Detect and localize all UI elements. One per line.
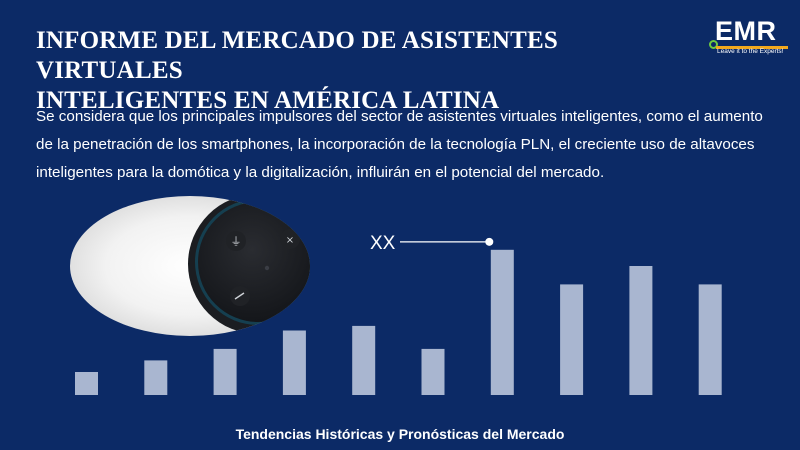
bar-5: [352, 325, 376, 395]
description-line-2: de la penetración de los smartphones, la…: [36, 136, 755, 153]
description-line-3: inteligentes para la domótica y la digit…: [36, 164, 605, 181]
description: Se considera que los principales impulso…: [36, 103, 764, 187]
description-line-1: Se considera que los principales impulso…: [36, 108, 763, 125]
bar-6: [421, 348, 445, 395]
logo-underline: [716, 46, 788, 49]
bar-7: [490, 249, 514, 395]
bar-1: [75, 372, 98, 395]
chart-footer: Tendencias Históricas y Pronósticas del …: [235, 426, 565, 442]
logo-text: EMR: [715, 16, 777, 46]
title-line-2: INTELIGENTES EN AMÉRICA LATINA: [36, 87, 500, 114]
bar-10: [698, 284, 722, 395]
logo-dot-icon: [709, 40, 718, 49]
close-icon: [280, 229, 300, 249]
svg-text:⏚: ⏚: [231, 235, 242, 248]
bar-9: [629, 266, 653, 395]
title-line-1: INFORME DEL MERCADO DE ASISTENTES VIRTUA…: [36, 27, 558, 84]
bar-4: [282, 330, 306, 395]
annotation-label: XX: [370, 233, 396, 254]
emr-logo: EMR Leave it to the Experts!: [707, 14, 791, 64]
action-dot-icon: [264, 265, 270, 271]
bar-8: [560, 284, 584, 395]
page-title: INFORME DEL MERCADO DE ASISTENTES VIRTUA…: [36, 26, 676, 116]
svg-text:×: ×: [286, 235, 294, 246]
microphone-icon: [226, 231, 246, 251]
annotation-dot: [485, 237, 494, 246]
logo-tagline: Leave it to the Experts!: [717, 48, 784, 55]
bar-3: [213, 348, 237, 395]
bar-2: [144, 360, 168, 395]
